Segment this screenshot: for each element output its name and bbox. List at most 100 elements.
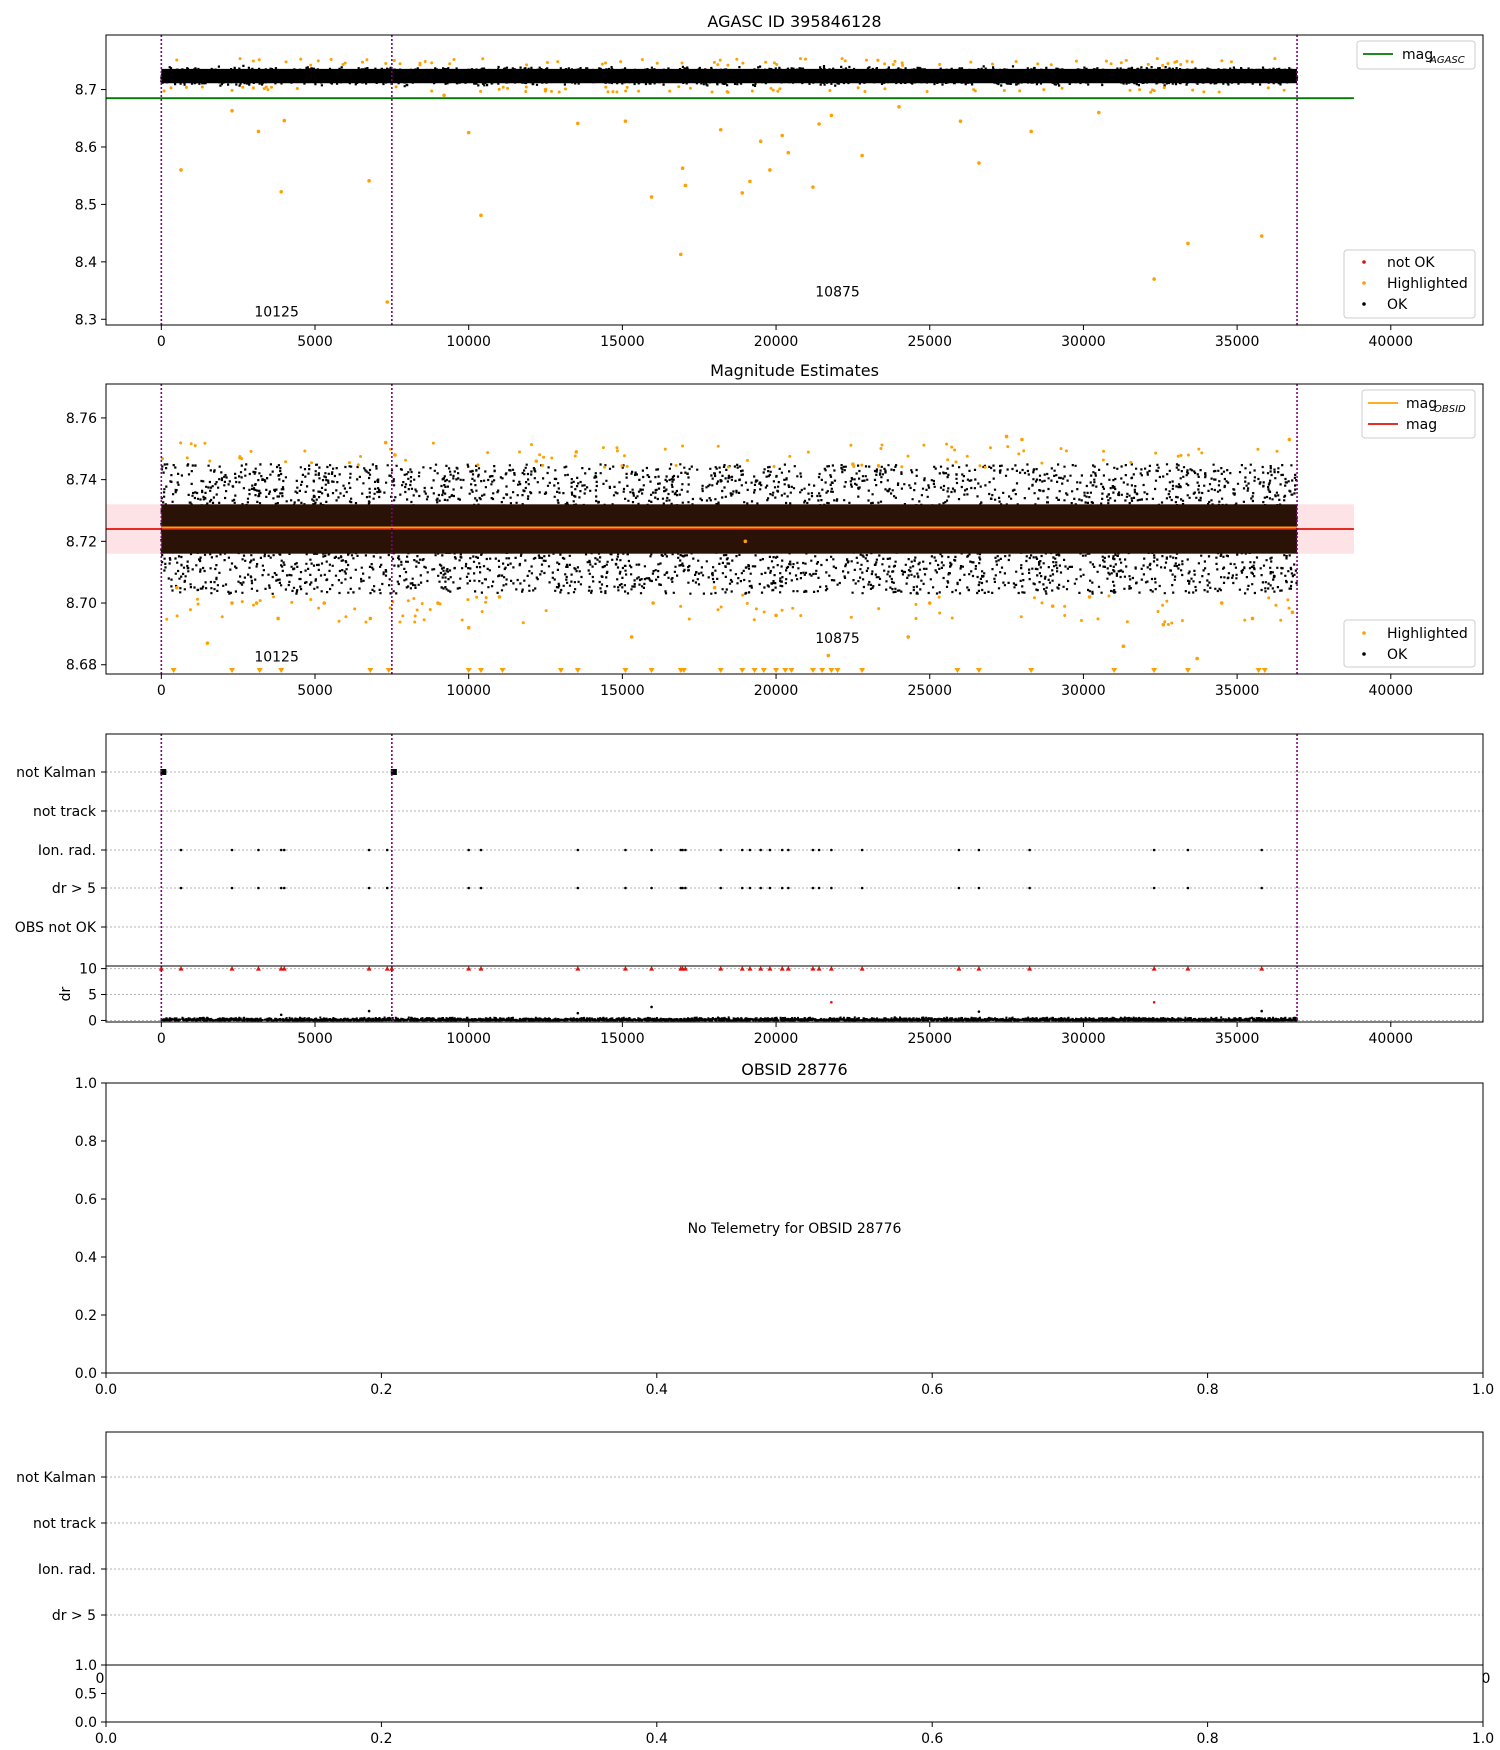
highlighted-point [317,606,321,610]
highlighted-point [1125,620,1129,624]
highlighted-point [442,93,446,98]
highlighted-point [240,600,244,604]
legend-estimates-points: Highlighted OK [1343,619,1476,668]
highlighted-point [393,453,397,457]
highlighted-point [826,653,831,658]
below-range-marker [788,668,795,673]
highlighted-point [264,85,268,89]
obs-annotation: 10875 [815,284,860,300]
dr-outlier-point [830,1000,833,1004]
highlighted-point [1124,58,1128,62]
highlighted-point [1121,644,1126,649]
highlighted-point [668,89,672,93]
highlighted-point [573,454,577,458]
highlighted-point [543,89,547,93]
x-tick-label: 35000 [1215,683,1260,699]
highlighted-point [257,58,261,62]
highlighted-point [1202,90,1206,94]
highlighted-point [735,57,739,61]
highlighted-point [1180,619,1184,623]
highlighted-point [1179,453,1183,457]
highlighted-point [1259,234,1264,238]
dr-gt-5-point [1152,886,1156,890]
highlighted-point [276,616,280,621]
category-label: not track [33,1516,97,1532]
highlighted-point [922,443,926,447]
y-tick-label: 8.7 [75,83,97,99]
dr-clipped-marker [779,966,785,971]
highlighted-point [392,58,396,62]
x-tick-label: 0.2 [370,1382,392,1398]
highlighted-point [1273,57,1277,61]
legend-label: OK [1387,647,1408,663]
highlighted-point [484,600,488,604]
ion-rad-point [957,848,961,852]
highlighted-point [1179,63,1183,67]
highlighted-point [252,603,256,607]
not-kalman-point [390,769,397,775]
highlighted-point [266,88,270,92]
category-label: Ion. rad. [38,843,96,859]
highlighted-point [1102,449,1106,453]
dr-gt-5-point [367,886,371,890]
highlighted-point [688,86,692,90]
highlighted-point [448,62,452,66]
highlighted-point [1060,86,1064,90]
highlighted-point [359,455,363,459]
highlighted-point [430,89,434,93]
dr-clipped-marker [1151,966,1157,971]
highlighted-point [780,608,784,612]
dr-clipped-marker [1185,966,1191,971]
category-label: not Kalman [16,1470,96,1486]
dr-gt-5-point [179,886,183,890]
highlighted-point [1162,86,1166,90]
highlighted-point [799,614,803,618]
below-range-marker [760,668,767,673]
highlighted-point [524,85,528,89]
legend-dot-swatch [1362,302,1366,306]
highlighted-point [1150,88,1154,92]
below-range-marker [278,668,285,673]
highlighted-point [272,595,276,599]
highlighted-point [193,444,197,448]
dr-clipped-marker [718,966,724,971]
highlighted-point [718,127,723,132]
highlighted-point [1156,609,1160,613]
highlighted-point [254,601,259,605]
below-range-marker [954,668,961,673]
legend-label: mag [1406,417,1437,433]
highlighted-point [969,60,973,64]
x-tick-label: 1.0 [1472,1731,1494,1747]
y-tick-label: 0.6 [75,1192,97,1208]
highlighted-point [1186,453,1190,457]
highlighted-point [200,85,204,89]
highlighted-point [309,597,313,601]
highlighted-point [1107,594,1111,598]
ion-rad-point [367,848,371,852]
x-tick-label: 40000 [1369,1031,1414,1047]
ion-rad-point [467,848,470,852]
highlighted-point [791,606,795,610]
highlighted-point [1185,59,1189,63]
highlighted-point [624,89,628,93]
highlighted-point [466,130,471,135]
highlighted-point [619,60,623,64]
dr-gt-5-point [681,886,684,890]
highlighted-point [1129,460,1133,464]
y-tick-label: 8.5 [75,197,97,213]
highlighted-point [329,57,333,61]
highlighted-point [1217,90,1221,94]
highlighted-point [712,585,717,590]
dr-gt-5-point [957,886,961,890]
highlighted-point [542,455,546,459]
highlighted-point [978,464,982,468]
highlighted-point [852,464,856,468]
highlighted-point [230,109,234,113]
y-tick-label: 0.8 [75,1134,97,1150]
below-range-marker [717,668,724,673]
dr-outlier-point [650,1005,653,1009]
dr-clipped-marker [384,966,390,971]
estimates-panel: Magnitude Estimates 10125 10875 0 5000 10000 1… [66,361,1484,699]
dr-clipped-marker [389,966,395,971]
